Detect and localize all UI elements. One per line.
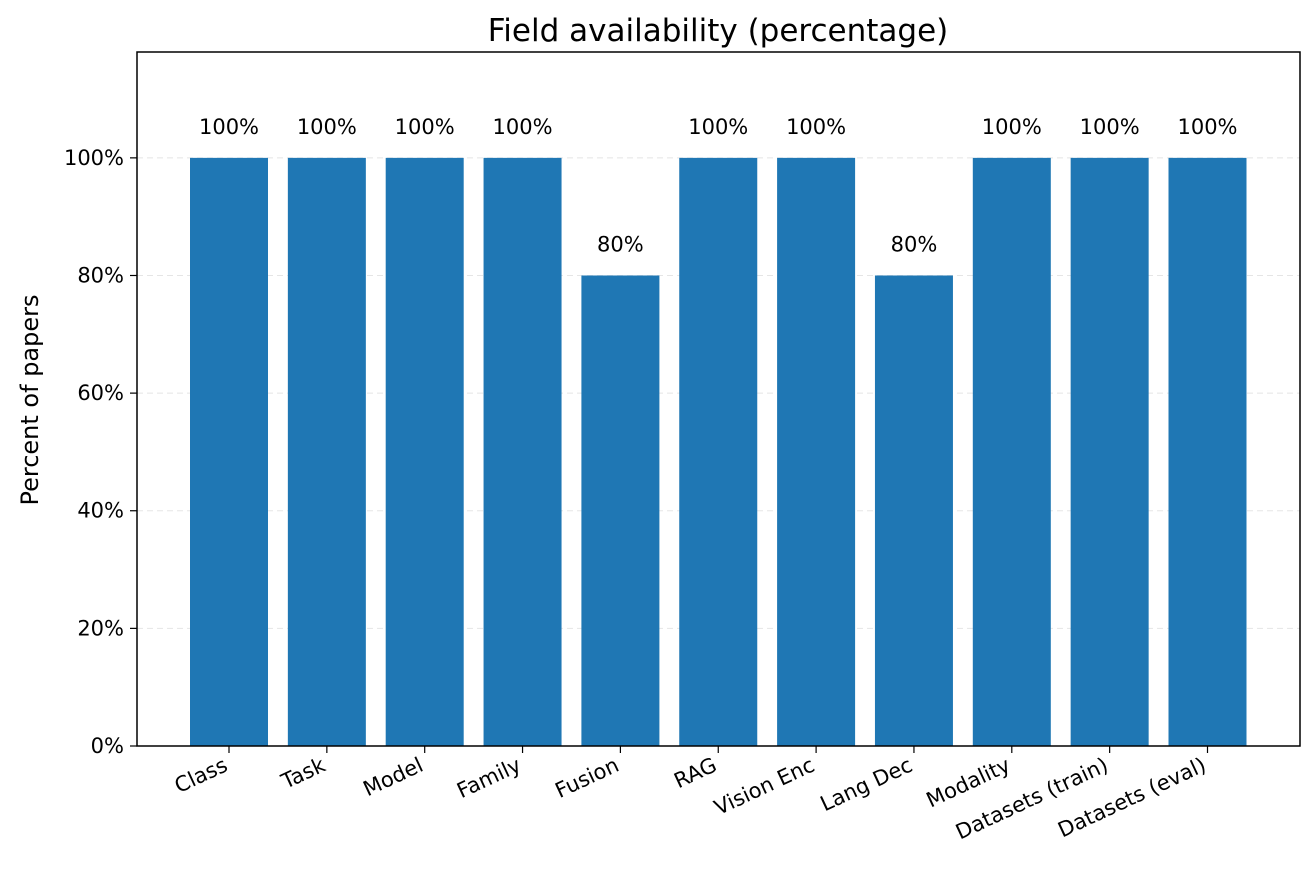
- y-tick-label: 100%: [64, 146, 124, 170]
- x-tick-label: Class: [171, 753, 231, 798]
- bar: [190, 157, 268, 747]
- bar-value-label: 100%: [982, 115, 1042, 139]
- y-tick-label: 60%: [77, 381, 124, 405]
- chart-title: Field availability (percentage): [488, 13, 949, 49]
- plot-frame: [136, 51, 1301, 747]
- bar: [581, 275, 660, 746]
- x-tick-label: RAG: [670, 753, 720, 793]
- x-tick-label: Task: [277, 752, 330, 794]
- bar: [874, 275, 953, 746]
- bar: [1168, 157, 1247, 747]
- bar-value-label: 80%: [891, 232, 938, 256]
- y-axis: 0% 20% 40% 60% 80% 100%: [64, 146, 137, 758]
- y-axis-label: Percent of papers: [16, 294, 44, 505]
- x-tick-label: Vision Enc: [711, 753, 819, 820]
- bar-value-label: 100%: [199, 115, 259, 139]
- bar: [972, 157, 1051, 747]
- bar-value-label: 100%: [1177, 115, 1237, 139]
- bar: [483, 157, 562, 747]
- bar: [385, 157, 464, 747]
- bar: [679, 157, 758, 747]
- bar-value-label: 100%: [395, 115, 455, 139]
- x-tick-label: Fusion: [551, 753, 622, 803]
- bar-value-label: 100%: [297, 115, 357, 139]
- bar: [777, 157, 856, 747]
- x-tick-label: Lang Dec: [817, 753, 916, 816]
- y-tick-label: 20%: [77, 616, 124, 640]
- bar-value-label: 80%: [597, 232, 644, 256]
- bar: [1070, 157, 1149, 747]
- bar-value-label: 100%: [786, 115, 846, 139]
- bar-value-label: 100%: [493, 115, 553, 139]
- x-tick-label: Model: [360, 753, 427, 801]
- bars: [190, 157, 1247, 747]
- bar-value-label: 100%: [688, 115, 748, 139]
- y-tick-label: 0%: [91, 734, 124, 758]
- bar-value-label: 100%: [1080, 115, 1140, 139]
- y-tick-label: 40%: [77, 499, 124, 523]
- bar: [287, 157, 366, 747]
- x-tick-label: Family: [453, 753, 524, 803]
- y-tick-label: 80%: [77, 263, 124, 287]
- bar-value-labels: 100% 100% 100% 100% 80% 100% 100% 80% 100% 100% 10…: [199, 115, 1238, 257]
